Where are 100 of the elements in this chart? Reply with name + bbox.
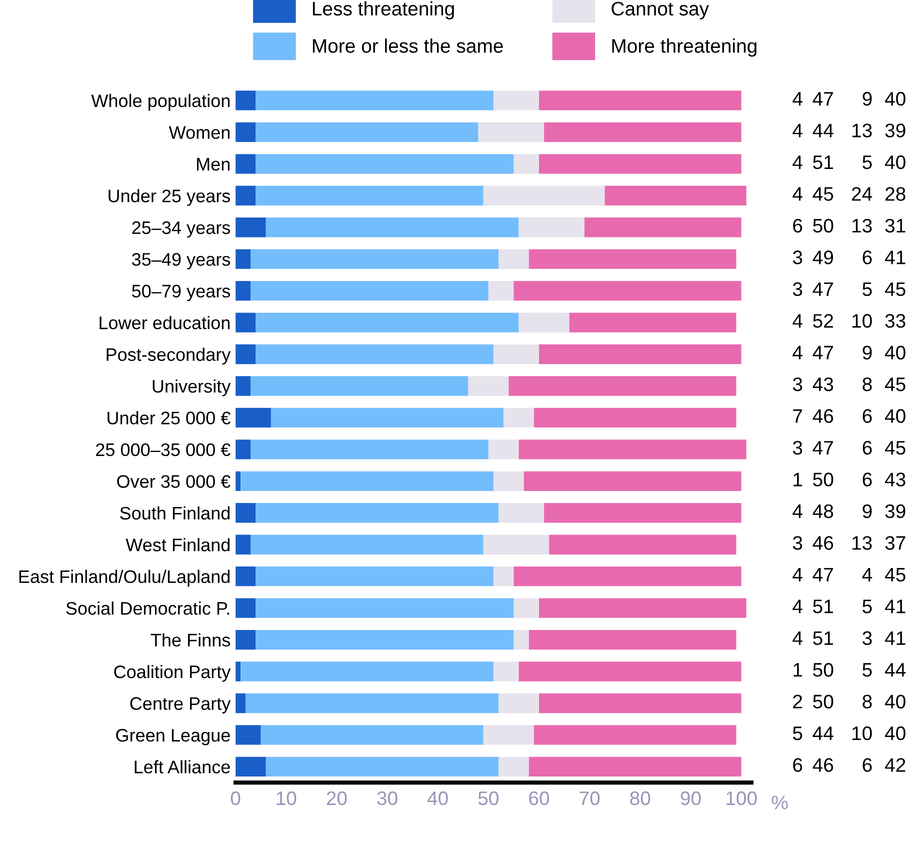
bar [236,566,256,586]
bar [483,725,534,745]
x-tick-label: 40 [427,791,448,806]
x-axis-title: % [772,796,788,810]
bar [236,249,251,269]
data-label: 6 [793,218,802,233]
legend-label: Less threatening [312,1,454,20]
bar [236,154,256,174]
bar [256,630,514,650]
data-label: 6 [862,409,872,423]
bar [240,471,494,491]
data-label: 3 [792,536,802,550]
data-label: 43 [884,472,906,486]
bar [256,503,499,523]
legend-label: More threatening [612,38,756,57]
y-tick-label: 25 000–35 000 € [96,443,230,456]
y-tick-label: 50–79 years [132,284,230,302]
data-label: 47 [812,282,833,296]
bar [236,630,256,650]
y-tick-label: Under 25 000 € [108,411,230,424]
bar [256,344,494,364]
bar [236,376,251,396]
x-tick-label: 70 [580,791,600,806]
data-label: 4 [792,92,802,106]
data-label: 44 [884,663,906,677]
bar [236,280,251,301]
bar [236,662,241,682]
x-tick-label: 30 [377,791,398,806]
data-label: 45 [812,187,834,201]
data-label: 4 [792,187,802,201]
bar [236,312,256,332]
bar [493,566,514,586]
bar [236,693,246,714]
legend-label: Cannot say [612,2,709,20]
data-label: 28 [886,187,906,201]
bar [236,756,266,777]
bar [514,598,539,618]
bar [524,471,742,491]
bar [518,662,742,682]
data-label: 46 [812,409,834,423]
bar [246,693,499,714]
data-label: 4 [792,124,802,138]
bar [538,693,742,714]
bar [256,312,519,332]
data-label: 47 [812,346,833,360]
data-label: 40 [884,694,906,708]
bar [584,218,742,238]
bar [236,218,266,238]
data-label: 6 [862,250,872,264]
data-label: 1 [794,472,802,486]
data-label: 51 [813,600,833,614]
bar [236,534,251,554]
bar [493,662,519,682]
data-label: 24 [852,187,872,201]
data-label: 4 [792,156,802,169]
y-tick-label: Whole population [91,94,230,111]
bar [250,534,484,554]
bar [604,186,746,206]
x-tick-label: 10 [276,791,296,806]
data-label: 42 [884,758,906,772]
data-label: 9 [862,504,872,518]
data-label: 3 [792,250,802,264]
data-label: 37 [885,536,906,550]
bar [514,280,742,301]
bar [498,756,529,777]
data-label: 33 [885,314,906,328]
data-label: 2 [793,694,802,708]
y-tick-label: East Finland/Oulu/Lapland [19,570,230,587]
bar [538,154,742,174]
data-label: 4 [862,568,872,582]
bar [508,376,736,396]
data-label: 4 [792,568,802,582]
bar [514,630,529,650]
bar [256,566,494,586]
bar [468,376,509,396]
bar [256,90,494,110]
bar [534,725,736,745]
data-label: 41 [884,600,906,614]
y-tick-label: 35–49 years [132,253,230,270]
bar [483,534,550,554]
data-label: 40 [884,92,906,106]
data-label: 43 [812,377,834,392]
bar [569,312,736,332]
data-label: 9 [862,92,872,106]
data-label: 46 [812,758,834,772]
x-tick-label: 60 [529,791,550,806]
bar [534,408,736,428]
bar [256,122,478,142]
bar [518,312,570,332]
bar [493,471,524,491]
data-label: 5 [862,663,872,677]
data-label: 39 [885,504,906,518]
data-label: 5 [792,726,802,740]
data-label: 46 [812,536,834,550]
data-label: 39 [885,124,906,138]
bar [498,249,529,269]
y-tick-label: University [152,379,231,396]
bar [538,344,742,364]
data-label: 8 [862,377,872,392]
data-label: 13 [852,536,872,550]
